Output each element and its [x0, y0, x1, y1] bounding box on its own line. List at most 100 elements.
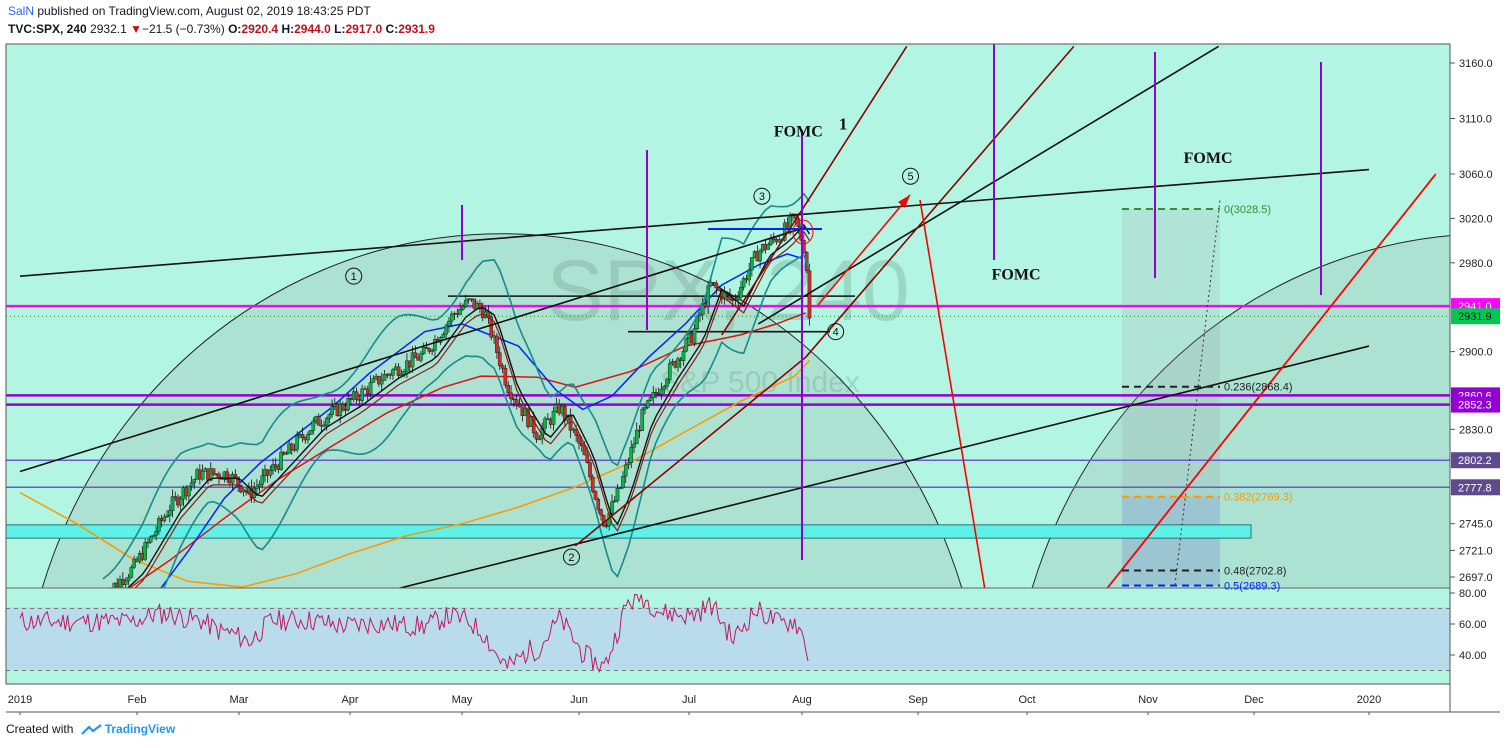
channel-lower-line [574, 356, 807, 547]
y-tick-label: 3160.0 [1459, 58, 1493, 70]
candle-body [129, 566, 134, 578]
candle-body [736, 297, 741, 300]
candle-body [509, 392, 513, 400]
candle-body [330, 406, 334, 415]
candle-body [341, 404, 345, 410]
low-label: L: [334, 22, 346, 36]
projection-arrow-head [898, 195, 910, 208]
price-tag-label: 2802.2 [1458, 455, 1492, 467]
candle-body [146, 541, 150, 544]
candle-body [427, 348, 432, 352]
price-tag-bg [1451, 308, 1500, 325]
candle-body [413, 352, 418, 358]
fib-label-0.236: 0.236(2868.4) [1224, 382, 1293, 394]
ma-50-line [160, 253, 803, 588]
candle-body [500, 365, 505, 369]
candle-body [123, 580, 128, 585]
candle-body [279, 451, 283, 470]
y-tick-label: 3110.0 [1459, 114, 1492, 126]
candle-body [747, 269, 751, 281]
annotation-text-1: FOMC [774, 123, 823, 140]
publish-info: SalN published on TradingView.com, Augus… [8, 4, 371, 18]
candle-body [643, 407, 647, 410]
candle-body [410, 352, 415, 368]
candle-body [444, 325, 448, 335]
rsi-band [6, 607, 1450, 670]
candle-body [379, 380, 384, 385]
candle-body [382, 373, 387, 381]
high-value: 2944.0 [294, 22, 331, 36]
candle-body [225, 471, 229, 481]
x-tick-label: Jun [570, 694, 588, 706]
candle-body [311, 420, 316, 431]
candle-body [739, 286, 743, 298]
candle-body [604, 525, 609, 528]
x-tick-label: Nov [1138, 694, 1158, 706]
candle-body [189, 482, 194, 487]
x-tick-label: Sep [908, 694, 928, 706]
high-label: H: [281, 22, 295, 36]
candle-body [143, 542, 147, 560]
x-tick-label: Jul [682, 694, 696, 706]
candle-body [711, 282, 716, 284]
candle-body [399, 373, 404, 376]
candle-body [377, 375, 381, 385]
candle-body [200, 471, 205, 480]
x-tick-label: May [452, 694, 473, 706]
ma-100-line [128, 312, 806, 588]
channel-lower-extension [805, 45, 1075, 358]
last-price: 2932.1 [90, 22, 127, 36]
fib-label-0.48: 0.48(2702.8) [1224, 566, 1286, 578]
candle-body [537, 438, 542, 441]
candle-body [517, 404, 522, 408]
candle-body [449, 313, 454, 322]
rsi-tick-label: 40.00 [1459, 650, 1487, 662]
price-tag-label: 2777.8 [1458, 482, 1492, 494]
low-value: 2917.0 [345, 22, 383, 36]
candle-body [551, 411, 556, 425]
candle-body [162, 516, 167, 522]
x-tick-label: Aug [792, 694, 812, 706]
candle-body [599, 509, 603, 516]
candle-body [651, 392, 656, 398]
x-tick-label: Feb [128, 694, 147, 706]
candle-body [698, 314, 702, 317]
candle-body [233, 474, 238, 478]
candle-body [458, 309, 462, 315]
candle-body [497, 352, 502, 366]
candle-body [626, 462, 631, 466]
candle-body [648, 397, 653, 401]
rsi-line [19, 594, 809, 674]
candle-body [396, 366, 401, 376]
candle-body [187, 485, 191, 497]
wave-label-circle-5 [902, 167, 920, 185]
x-tick-label: Mar [230, 694, 249, 706]
symbol-name[interactable]: TVC:SPX, 240 [8, 22, 87, 36]
x-tick-label: Oct [1018, 694, 1035, 706]
tradingview-brand-link[interactable]: TradingView [104, 722, 176, 736]
candle-body [585, 454, 590, 463]
candle-body [514, 399, 519, 405]
candle-body [360, 388, 364, 401]
candle-body [640, 408, 645, 431]
wave-label-1: 1 [351, 271, 357, 283]
close-value: 2931.9 [398, 22, 435, 36]
author-link[interactable]: SalN [8, 4, 35, 18]
cycle-arc-right [1031, 235, 1450, 588]
wave-label-2: 2 [568, 552, 574, 564]
candle-body [623, 464, 628, 477]
red-trend-line [1106, 173, 1437, 588]
candle-body [292, 449, 297, 451]
cycle-arc-left [41, 233, 963, 588]
price-chart[interactable]: SPX, 240 S&P 500 Index 3160.0 3110.0 3060.0… [0, 40, 1508, 715]
candle-body [692, 328, 697, 344]
candle-body [151, 535, 156, 537]
candle-body [676, 358, 680, 368]
wave-label-circle-3 [753, 187, 771, 205]
candle-body [582, 445, 587, 456]
trendline-upper-wedge [19, 168, 1370, 277]
candle-body [430, 350, 434, 352]
candle-body [632, 443, 636, 448]
x-tick-label: Dec [1244, 694, 1264, 706]
y-tick-label: 3060.0 [1459, 169, 1493, 181]
